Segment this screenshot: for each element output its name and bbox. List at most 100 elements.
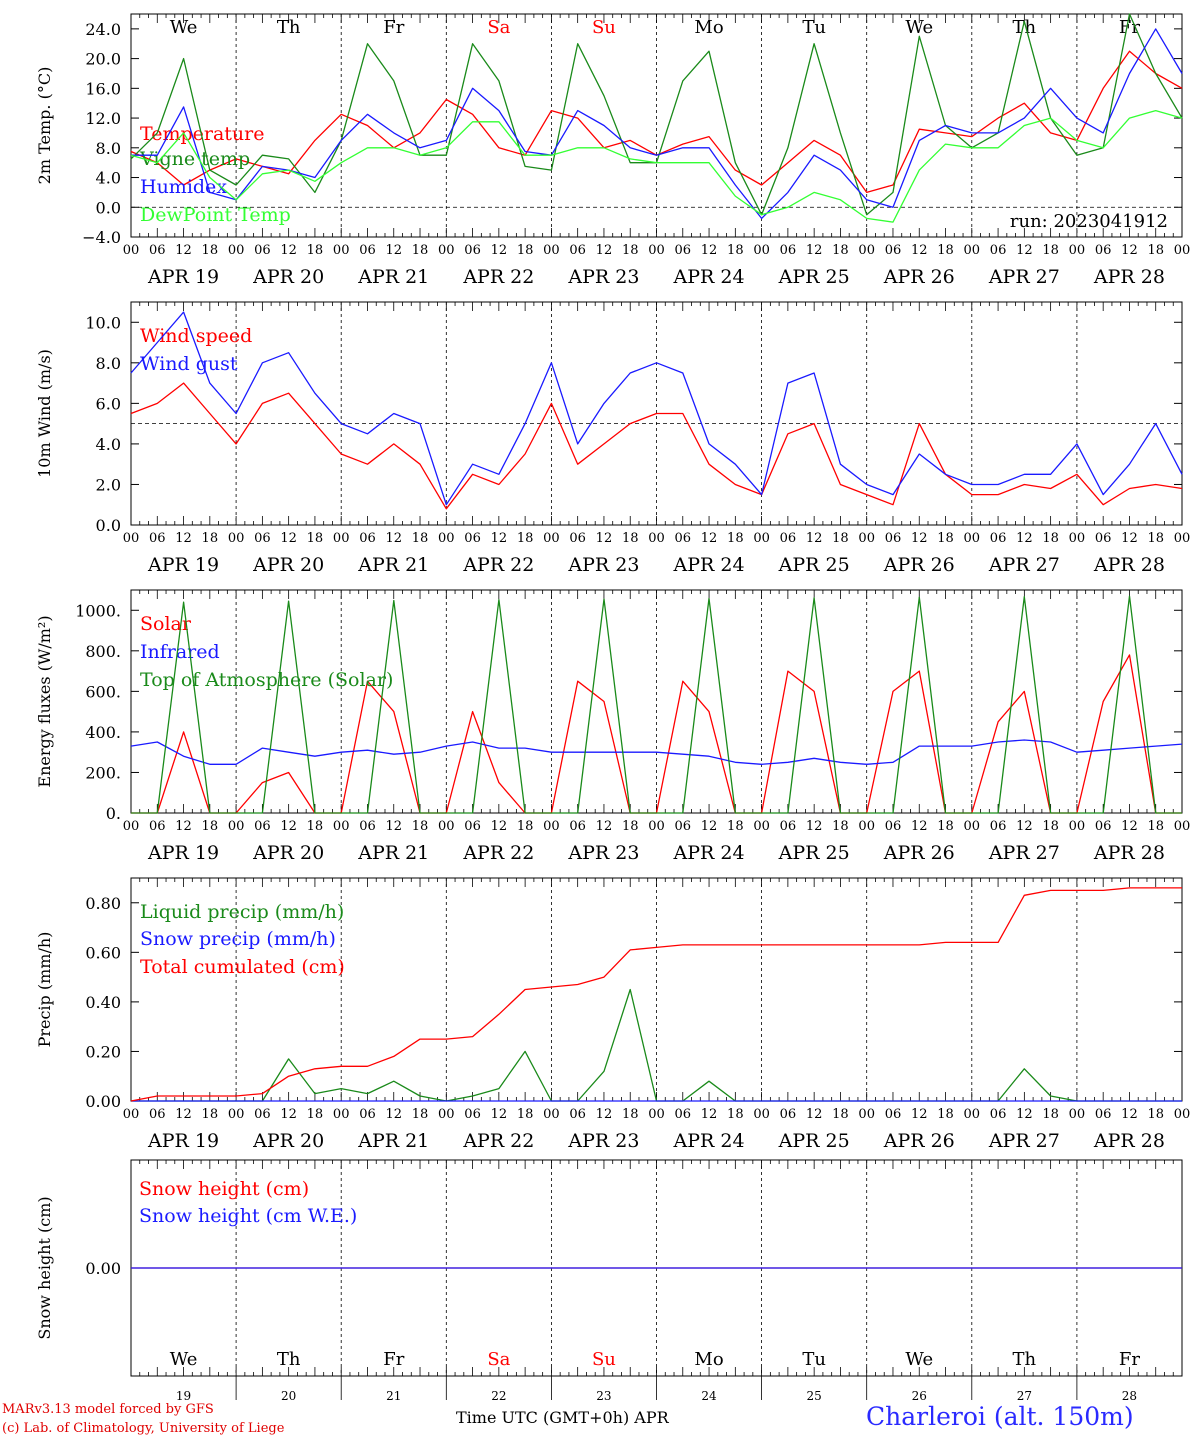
y-tick-label: 400.	[85, 723, 121, 742]
y-tick-label: 12.0	[85, 109, 121, 128]
date-label: APR 19	[147, 842, 219, 864]
hour-label: 06	[885, 531, 902, 546]
y-tick-label: 4.0	[96, 435, 121, 454]
hour-label: 00	[543, 819, 560, 834]
hour-label: 00	[858, 819, 875, 834]
hour-label: 00	[543, 243, 560, 258]
y-tick-label: 0.00	[85, 1259, 121, 1278]
hour-label: 12	[491, 531, 508, 546]
hour-label: 12	[491, 819, 508, 834]
date-label: APR 24	[673, 266, 745, 288]
hour-label: 06	[464, 243, 481, 258]
legend-label: Snow precip (mm/h)	[140, 928, 336, 950]
hour-label: 00	[438, 243, 455, 258]
hour-label: 06	[1095, 243, 1112, 258]
hour-label: 12	[911, 243, 928, 258]
date-label: APR 22	[462, 1130, 534, 1152]
hour-label: 00	[1069, 1107, 1086, 1122]
date-label: APR 19	[147, 1130, 219, 1152]
hour-label: 06	[675, 1107, 692, 1122]
hour-label: 18	[202, 1107, 219, 1122]
legend-label: Infrared	[140, 641, 220, 663]
hour-label: 06	[569, 531, 586, 546]
hour-label: 06	[149, 1107, 166, 1122]
hour-label: 12	[701, 243, 718, 258]
hour-label: 12	[175, 243, 192, 258]
hour-label: 06	[675, 819, 692, 834]
hour-label: 00	[123, 243, 140, 258]
date-label: APR 20	[252, 554, 324, 576]
y-tick-label: 0.00	[85, 1092, 121, 1111]
hour-label: 00	[753, 1107, 770, 1122]
weekday-label: Fr	[383, 17, 404, 38]
hour-label: 18	[307, 819, 324, 834]
hour-label: 12	[491, 243, 508, 258]
hour-label: 06	[990, 819, 1007, 834]
weekday-label: Th	[277, 1349, 301, 1370]
legend-label: Temperature	[140, 123, 264, 145]
date-label: APR 21	[357, 266, 429, 288]
weekday-label: Su	[592, 17, 616, 38]
hour-label: 12	[806, 243, 823, 258]
date-label: APR 28	[1093, 842, 1165, 864]
hour-label: 06	[885, 243, 902, 258]
date-label: APR 20	[252, 842, 324, 864]
hour-label: 18	[202, 531, 219, 546]
hour-label: 12	[280, 819, 297, 834]
hour-label: 12	[596, 243, 613, 258]
date-label: APR 26	[883, 554, 955, 576]
date-label: APR 20	[252, 266, 324, 288]
date-label: APR 28	[1093, 1130, 1165, 1152]
series-line-total-cumulated-cm-	[130, 887, 1182, 1102]
date-label: APR 22	[462, 842, 534, 864]
hour-label: 18	[517, 1107, 534, 1122]
legend-label: Vigne temp	[139, 148, 250, 170]
hour-label: 18	[622, 531, 639, 546]
weekday-label: Tu	[802, 1349, 826, 1370]
y-tick-label: 600.	[85, 682, 121, 701]
day-number-label: 27	[1017, 1389, 1032, 1403]
hour-label: 00	[123, 531, 140, 546]
weekday-label: Sa	[487, 17, 510, 38]
hour-label: 18	[202, 819, 219, 834]
y-axis-label: 2m Temp. (°C)	[35, 67, 54, 185]
y-axis-label: Snow height (cm)	[35, 1196, 54, 1339]
hour-label: 18	[307, 1107, 324, 1122]
hour-label: 00	[123, 819, 140, 834]
hour-label: 00	[964, 243, 981, 258]
y-tick-label: 16.0	[85, 79, 121, 98]
hour-label: 00	[1174, 531, 1191, 546]
series-line-wind-speed	[130, 382, 1183, 510]
legend-label: Total cumulated (cm)	[140, 956, 345, 978]
hour-label: 18	[517, 819, 534, 834]
date-label: APR 19	[147, 266, 219, 288]
y-tick-label: 0.60	[85, 943, 121, 962]
hour-label: 12	[701, 531, 718, 546]
hour-label: 06	[359, 531, 376, 546]
date-label: APR 24	[673, 842, 745, 864]
hour-label: 06	[254, 243, 271, 258]
day-number-label: 28	[1122, 1389, 1137, 1403]
hour-label: 12	[596, 531, 613, 546]
y-tick-label: 4.0	[96, 169, 121, 188]
lab-credit: (c) Lab. of Climatology, University of L…	[2, 1421, 285, 1436]
hour-label: 06	[569, 243, 586, 258]
date-label: APR 28	[1093, 554, 1165, 576]
hour-label: 00	[648, 819, 665, 834]
hour-label: 12	[1016, 1107, 1033, 1122]
weekday-label: Su	[592, 1349, 616, 1370]
weekday-label: Fr	[383, 1349, 404, 1370]
hour-label: 12	[596, 819, 613, 834]
y-tick-label: 800.	[85, 642, 121, 661]
hour-label: 12	[385, 531, 402, 546]
hour-label: 12	[385, 819, 402, 834]
hour-label: 18	[412, 531, 429, 546]
date-label: APR 19	[147, 554, 219, 576]
hour-label: 12	[1121, 243, 1138, 258]
y-tick-label: 0.	[106, 804, 121, 823]
hour-label: 18	[622, 819, 639, 834]
hour-label: 18	[1147, 243, 1164, 258]
hour-label: 12	[1121, 1107, 1138, 1122]
y-tick-label: 8.0	[96, 354, 121, 373]
